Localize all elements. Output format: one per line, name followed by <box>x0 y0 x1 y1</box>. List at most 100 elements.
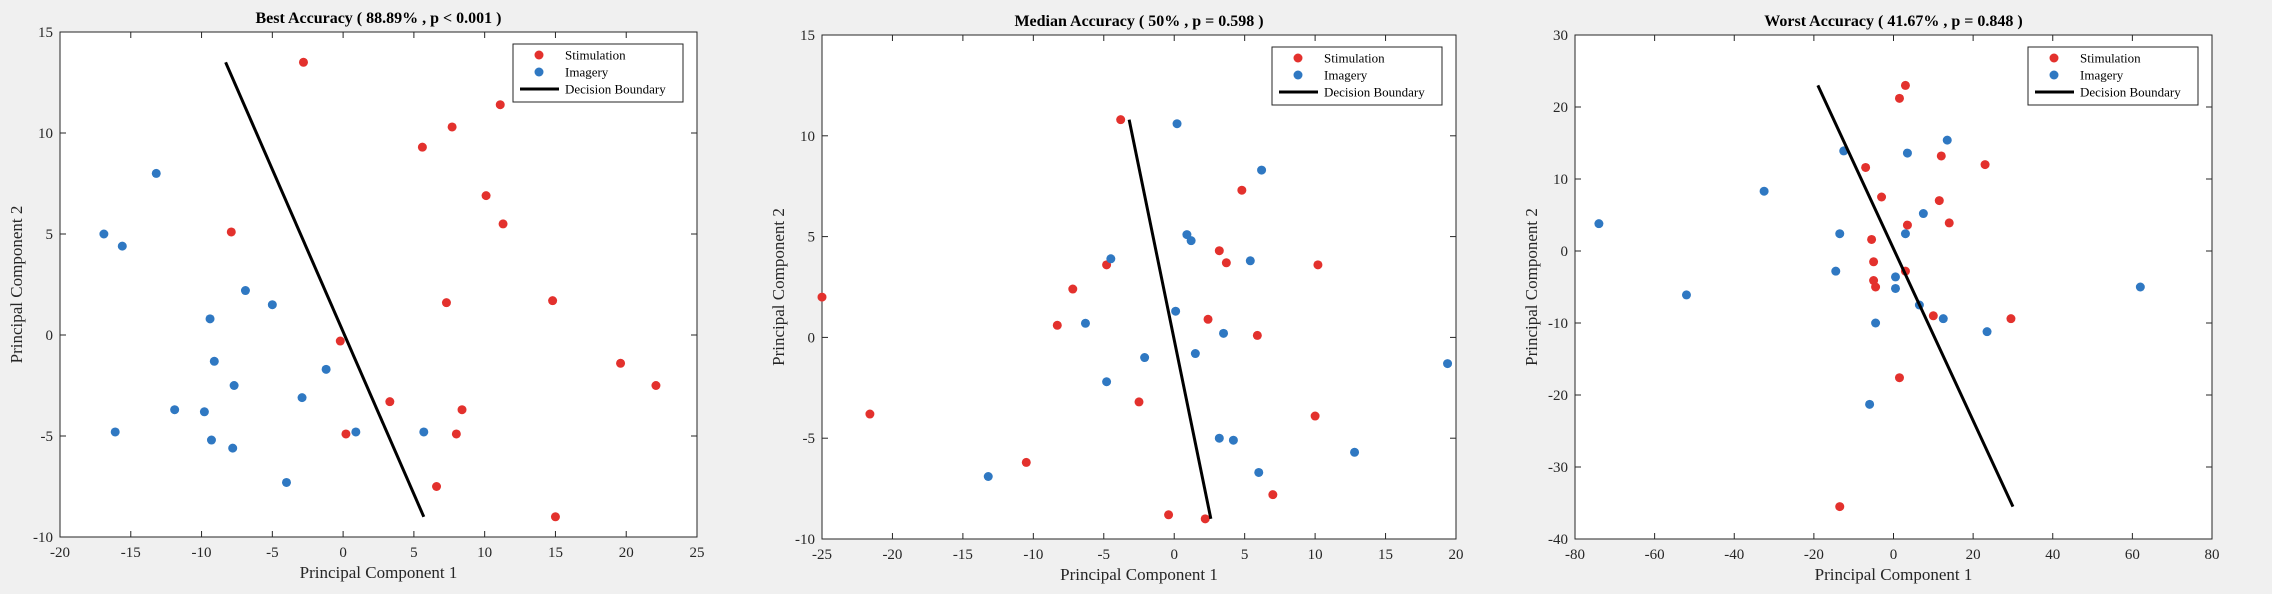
x-tick-label: 10 <box>477 545 492 561</box>
imagery-point <box>110 427 120 437</box>
x-tick-label: 0 <box>1170 547 1178 563</box>
y-tick-label: 0 <box>46 328 54 344</box>
imagery-point <box>1171 306 1181 316</box>
imagery-point <box>209 356 219 366</box>
imagery-point <box>1245 256 1255 266</box>
imagery-point <box>1902 148 1912 158</box>
x-tick-label: 0 <box>339 545 347 561</box>
imagery-point <box>419 427 429 437</box>
imagery-point <box>1871 318 1881 328</box>
imagery-point <box>1140 353 1150 363</box>
y-tick-label: -10 <box>33 530 53 546</box>
x-tick-label: -80 <box>1565 547 1585 563</box>
legend-entry-label: Stimulation <box>1324 51 1385 66</box>
stimulation-point <box>1313 260 1323 270</box>
x-tick-label: -15 <box>953 547 973 563</box>
x-tick-label: 20 <box>1966 547 1981 563</box>
y-tick-label: 15 <box>800 28 815 44</box>
stimulation-point <box>616 358 626 368</box>
stimulation-point <box>1203 314 1213 324</box>
stimulation-point <box>1894 373 1904 383</box>
imagery-point <box>281 477 291 487</box>
legend-entry-label: Decision Boundary <box>2080 85 2181 100</box>
stimulation-point <box>1310 411 1320 421</box>
imagery-point <box>1228 435 1238 445</box>
imagery-point <box>1759 186 1769 196</box>
legend-imagery-marker <box>534 67 544 77</box>
legend-entry-label: Stimulation <box>2080 51 2141 66</box>
imagery-point <box>1942 135 1952 145</box>
imagery-point <box>1214 433 1224 443</box>
imagery-point <box>1900 229 1910 239</box>
legend-entry-label: Decision Boundary <box>565 82 666 97</box>
axes-frame <box>59 31 698 538</box>
stimulation-point <box>481 191 491 201</box>
stimulation-point <box>1252 330 1262 340</box>
legend-entry-label: Imagery <box>565 65 609 80</box>
x-tick-label: 60 <box>2125 547 2140 563</box>
imagery-point <box>1186 236 1196 246</box>
stimulation-point <box>1268 490 1278 500</box>
imagery-point <box>1918 209 1928 219</box>
y-tick-label: 15 <box>38 25 53 41</box>
imagery-point <box>170 405 180 415</box>
stimulation-point <box>1934 196 1944 206</box>
y-tick-label: -5 <box>41 429 54 445</box>
scatter-chart-3: -80 -60 -40 -20 0 20 40 60 80 -40 -30 -20 -10 0 10 20 30… <box>1522 13 2220 584</box>
chart-title: Best Accuracy ( 88.89% , p < 0.001 ) <box>256 10 502 27</box>
x-tick-label: 5 <box>1241 547 1249 563</box>
stimulation-point <box>1116 115 1126 125</box>
x-tick-label: -10 <box>1023 547 1043 563</box>
stimulation-point <box>1214 246 1224 256</box>
y-tick-label: 0 <box>1561 244 1569 260</box>
stimulation-point <box>1867 234 1877 244</box>
imagery-point <box>351 427 361 437</box>
decision-boundary-line <box>224 61 426 518</box>
decision-boundary-line <box>1127 119 1213 520</box>
legend-entry-label: Imagery <box>2080 68 2124 83</box>
x-tick-label: -5 <box>266 545 279 561</box>
imagery-point <box>1681 290 1691 300</box>
stimulation-point <box>1052 320 1062 330</box>
imagery-point <box>1594 219 1604 229</box>
stimulation-point <box>1134 397 1144 407</box>
y-tick-label: 5 <box>808 230 816 246</box>
stimulation-point <box>1068 284 1078 294</box>
stimulation-point <box>441 298 451 308</box>
stimulation-point <box>341 429 351 439</box>
stimulation-point <box>385 397 395 407</box>
x-tick-label: 40 <box>2045 547 2060 563</box>
x-tick-label: 80 <box>2205 547 2220 563</box>
imagery-point <box>1219 328 1229 338</box>
x-tick-label: -20 <box>50 545 70 561</box>
legend-imagery-marker <box>1293 70 1303 80</box>
imagery-point <box>1172 119 1182 129</box>
stimulation-point <box>2006 314 2016 324</box>
x-tick-label: -60 <box>1645 547 1665 563</box>
legend-entry-label: Decision Boundary <box>1324 85 1425 100</box>
stimulation-point <box>1944 218 1954 228</box>
stimulation-point <box>548 296 558 306</box>
x-tick-label: 15 <box>1378 547 1393 563</box>
imagery-point <box>321 364 331 374</box>
stimulation-point <box>432 482 442 491</box>
legend: Stimulation Imagery Decision Boundary <box>512 43 684 103</box>
imagery-point <box>240 286 250 296</box>
imagery-point <box>1938 314 1948 324</box>
imagery-point <box>1443 359 1453 369</box>
imagery-point <box>267 300 277 310</box>
stimulation-point <box>417 142 427 152</box>
imagery-point <box>1080 318 1090 328</box>
imagery-point <box>1102 377 1112 387</box>
imagery-point <box>983 472 993 482</box>
stimulation-point <box>1871 282 1881 292</box>
stimulation-point <box>298 57 308 67</box>
x-axis-label: Principal Component 1 <box>1060 565 1218 584</box>
imagery-point <box>2135 282 2145 292</box>
x-tick-label: -40 <box>1724 547 1744 563</box>
stimulation-point <box>1021 457 1031 467</box>
decision-boundary-line <box>1816 84 2015 508</box>
x-tick-label: 10 <box>1308 547 1323 563</box>
y-tick-label: 10 <box>800 129 815 145</box>
